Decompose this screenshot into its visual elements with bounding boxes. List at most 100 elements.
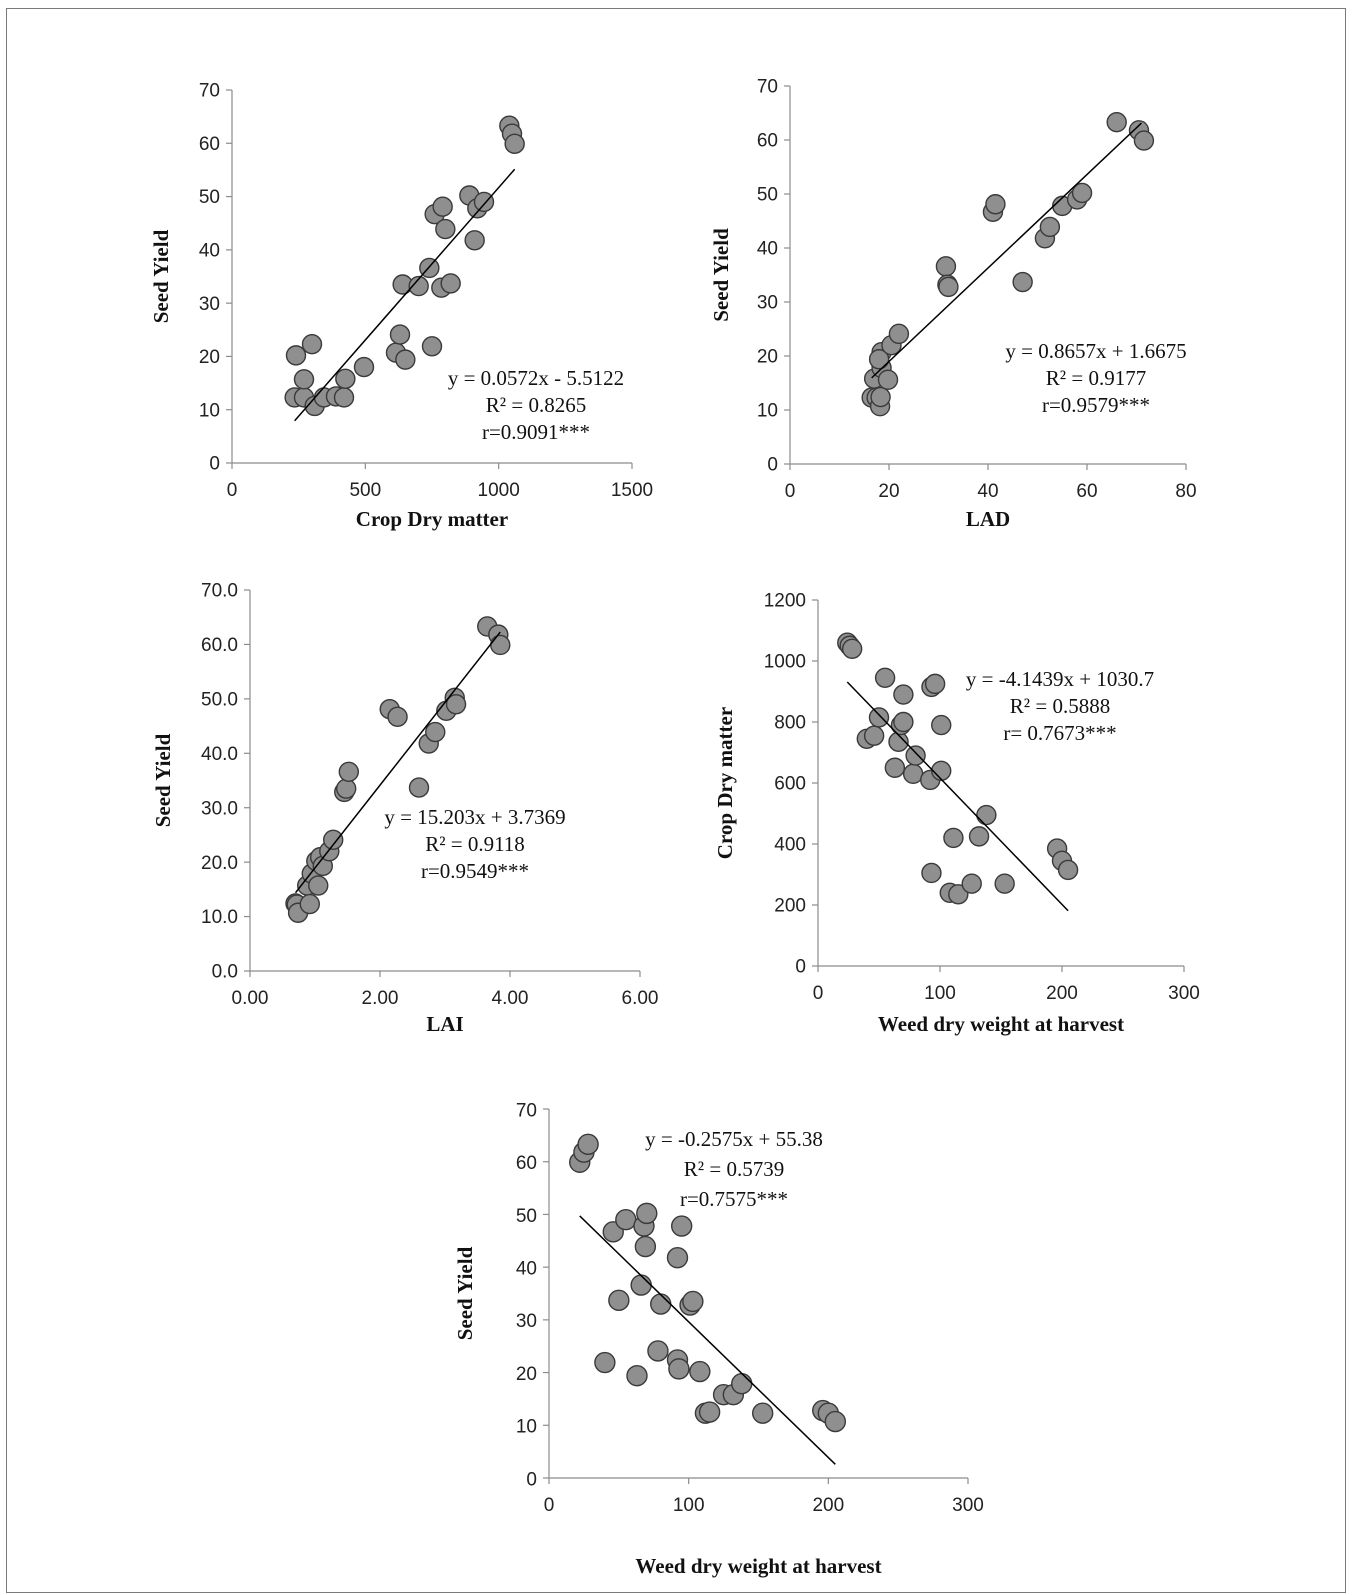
x-tick-label: 0	[544, 1495, 555, 1516]
trendline	[846, 681, 1069, 912]
data-point	[338, 761, 360, 782]
correlation-label: r=0.9549***	[421, 859, 529, 883]
data-point	[968, 826, 990, 847]
trendline	[294, 168, 516, 422]
data-point	[389, 324, 411, 345]
data-point	[1071, 182, 1093, 204]
data-point	[1057, 859, 1079, 881]
data-point	[299, 893, 321, 915]
x-tick-label: 60	[1076, 481, 1097, 502]
y-tick-label: 60	[516, 1153, 537, 1174]
x-tick-label: 2.00	[362, 988, 399, 1009]
data-point	[594, 1351, 616, 1374]
correlation-label: r= 0.7673***	[1003, 721, 1116, 745]
y-tick-label: 10	[757, 401, 778, 422]
y-tick-label: 800	[774, 713, 806, 734]
data-point	[888, 323, 910, 345]
x-tick-label: 0	[785, 481, 796, 502]
data-point	[666, 1246, 689, 1269]
x-tick-label: 80	[1175, 481, 1196, 502]
y-tick-label: 30	[757, 293, 778, 314]
y-tick-label: 70.0	[201, 581, 238, 602]
data-point	[670, 1215, 693, 1237]
data-point	[893, 711, 914, 733]
data-point	[985, 194, 1006, 215]
data-point	[682, 1290, 704, 1313]
x-tick-label: 1000	[478, 480, 520, 501]
x-tick-label: 20	[878, 481, 899, 502]
x-tick-label: 1500	[611, 480, 653, 501]
y-tick-label: 50	[516, 1206, 537, 1227]
data-point	[421, 336, 443, 357]
data-point	[445, 694, 467, 715]
x-axis-title: Weed dry weight at harvest	[635, 1554, 881, 1578]
chart-seed-yield-vs-lad: 0 10 20 30 40 50 60 70 0 20 40 60 80 LAD Seed Yield y =…	[709, 77, 1197, 531]
data-point	[943, 827, 964, 849]
y-axis-title: Seed Yield	[453, 1246, 477, 1340]
data-point	[698, 1401, 721, 1423]
figure-frame	[6, 8, 1346, 1593]
y-tick-label: 40	[757, 239, 778, 260]
y-axis-title: Seed Yield	[709, 228, 733, 322]
data-point	[473, 191, 495, 213]
data-point	[935, 256, 957, 277]
data-point	[868, 707, 890, 728]
chart-crop-dry-matter-vs-weed-dry-weight: 0 200 400 600 800 1000 1200 0 100 200 300 Weed dry …	[713, 591, 1200, 1036]
data-point	[387, 706, 408, 728]
data-point	[905, 745, 926, 766]
data-point	[504, 133, 525, 155]
data-point	[931, 714, 952, 736]
data-point	[874, 667, 896, 688]
regression-equation: y = -0.2575x + 55.38	[645, 1127, 823, 1151]
data-point	[634, 1235, 657, 1258]
data-point	[464, 230, 485, 251]
data-point	[608, 1289, 630, 1312]
data-point	[301, 333, 323, 355]
data-point	[636, 1202, 658, 1225]
data-point	[668, 1358, 690, 1380]
y-tick-label: 200	[774, 896, 806, 917]
y-tick-label: 40	[199, 241, 220, 262]
x-tick-label: 0.00	[232, 988, 269, 1009]
regression-equation: y = 0.0572x - 5.5122	[448, 366, 624, 390]
data-point	[333, 387, 355, 408]
data-point	[425, 721, 446, 743]
x-tick-label: 300	[1168, 983, 1200, 1004]
data-point	[285, 345, 307, 366]
data-point	[626, 1365, 648, 1387]
x-tick-label: 100	[673, 1495, 705, 1516]
data-point	[994, 873, 1015, 894]
regression-equation: y = 15.203x + 3.7369	[384, 805, 565, 829]
x-tick-label: 0	[813, 983, 824, 1004]
y-tick-label: 20	[516, 1364, 537, 1385]
x-axis-title: LAD	[966, 507, 1010, 531]
regression-equation: y = 0.8657x + 1.6675	[1005, 339, 1186, 363]
y-tick-label: 20	[199, 347, 220, 368]
y-tick-label: 20	[757, 347, 778, 368]
data-point	[395, 349, 416, 370]
y-tick-label: 10	[199, 400, 220, 421]
x-axis-title: LAI	[426, 1012, 463, 1036]
data-point	[948, 884, 969, 905]
data-point	[1133, 130, 1155, 151]
y-tick-label: 0.0	[212, 962, 238, 983]
data-point	[647, 1340, 669, 1362]
x-tick-label: 0	[227, 480, 238, 501]
correlation-label: r=0.7575***	[680, 1187, 788, 1211]
y-tick-label: 70	[199, 81, 220, 102]
y-tick-label: 20.0	[201, 853, 238, 874]
data-point	[938, 276, 959, 298]
y-tick-label: 30	[516, 1311, 537, 1332]
x-axis-title: Crop Dry matter	[356, 507, 508, 531]
data-point	[432, 196, 453, 217]
data-point	[408, 275, 429, 297]
data-point	[435, 218, 456, 240]
data-point	[863, 725, 885, 746]
y-axis-title: Seed Yield	[149, 229, 173, 323]
correlation-label: r=0.9091***	[482, 420, 590, 444]
data-point	[490, 634, 511, 656]
y-tick-label: 1200	[764, 591, 806, 612]
data-point	[731, 1372, 753, 1395]
x-tick-label: 200	[1046, 983, 1078, 1004]
y-tick-label: 30.0	[201, 798, 238, 819]
